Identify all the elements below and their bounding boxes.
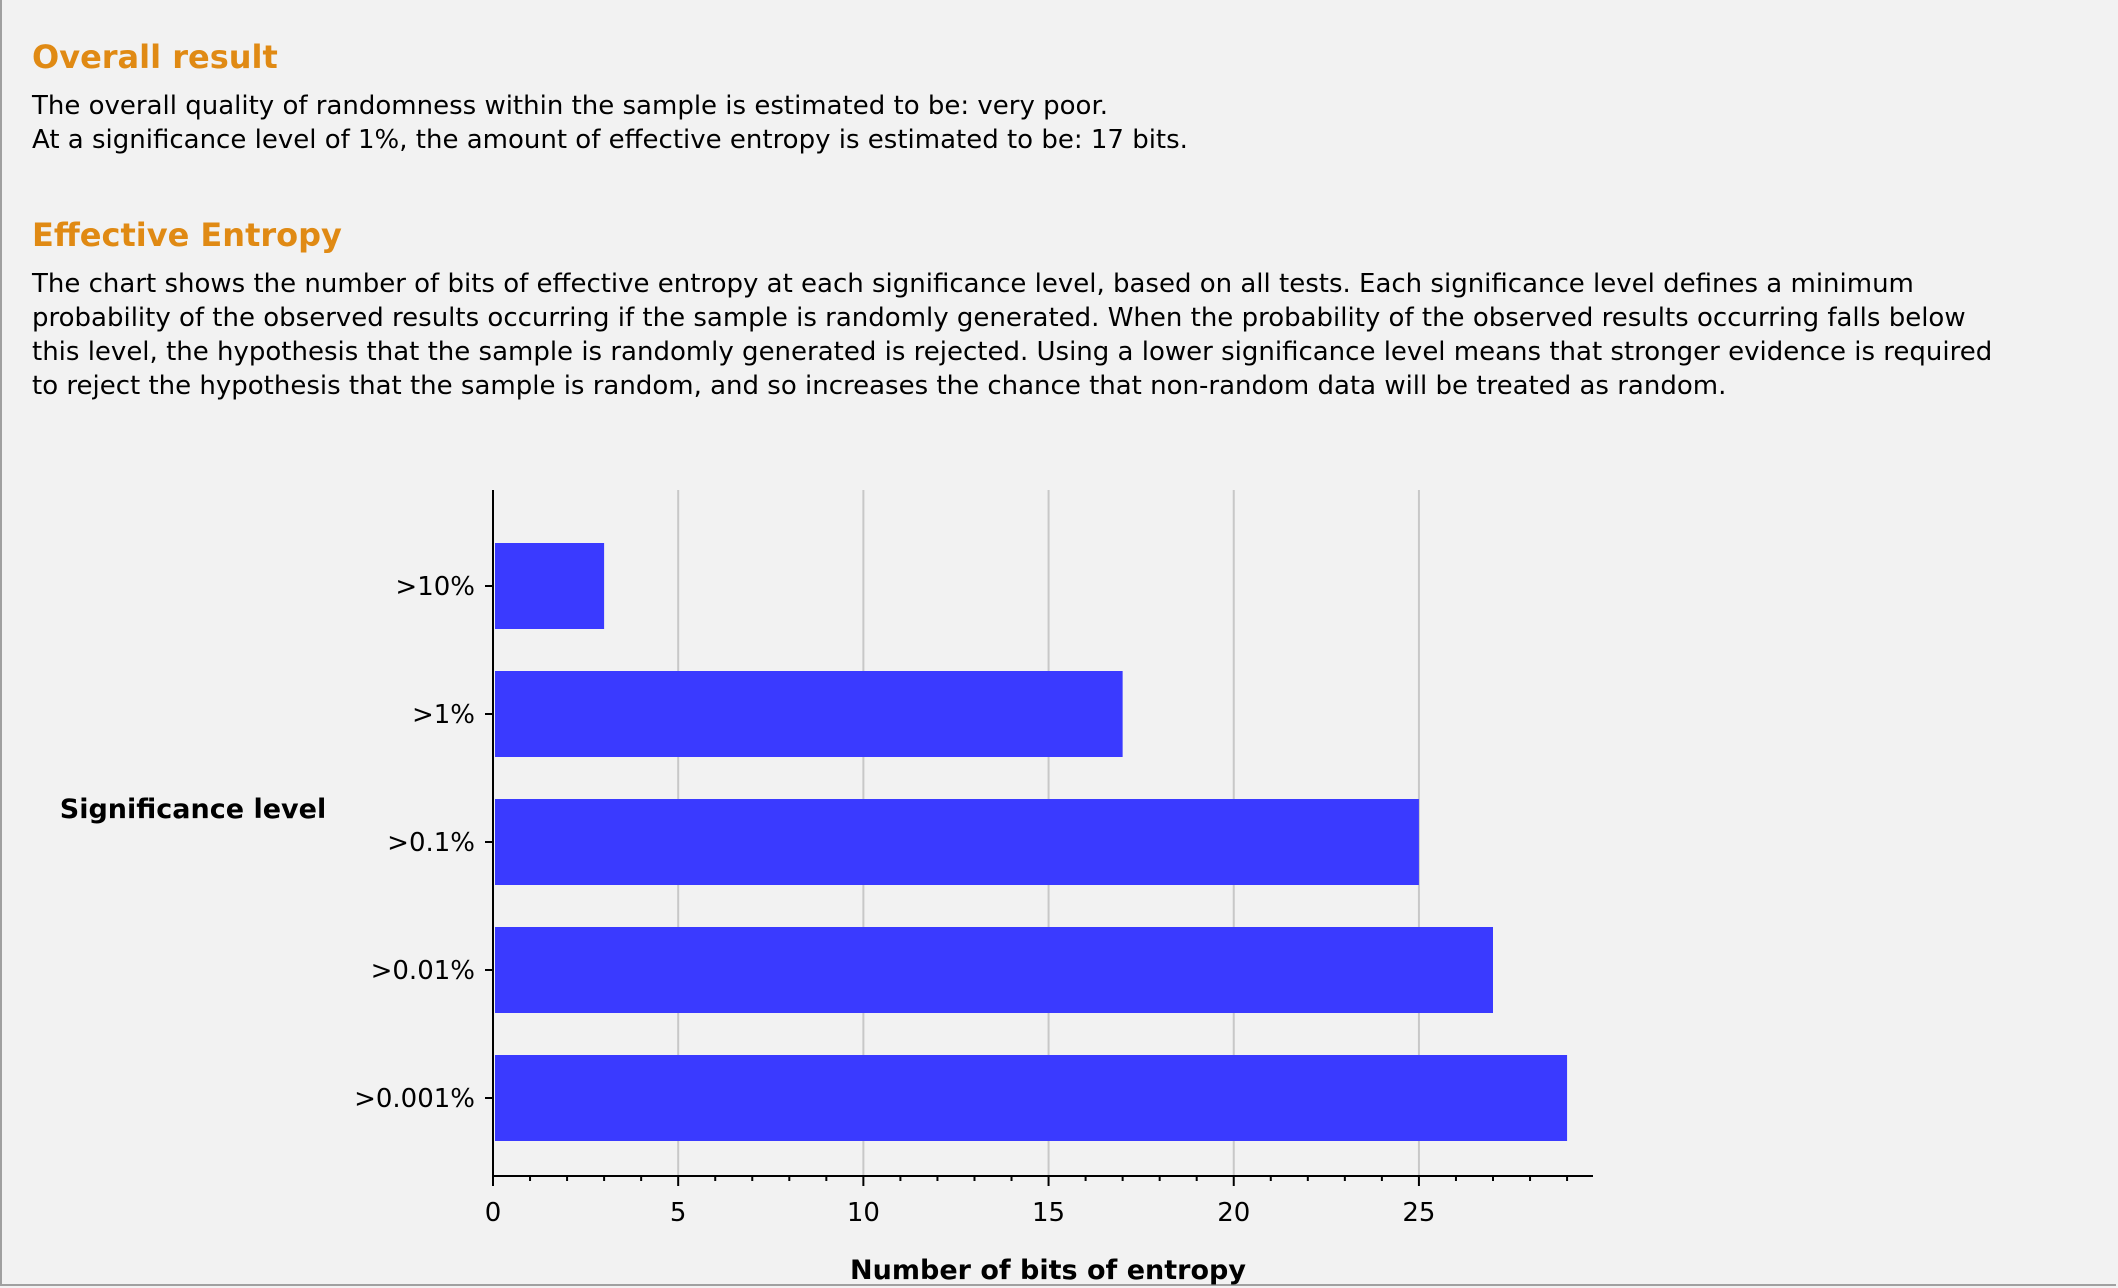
y-axis-label: Significance level [60,794,326,825]
effective-line: probability of the observed results occu… [32,303,1966,333]
y-tick-label: >0.01% [371,956,475,986]
x-tick-label: 5 [670,1198,687,1228]
x-tick-label: 0 [485,1198,502,1228]
bar [495,799,1419,885]
x-tick-label: 20 [1217,1198,1250,1228]
effective-entropy-title: Effective Entropy [32,216,342,254]
effective-line: this level, the hypothesis that the samp… [32,337,1993,367]
overall-line: The overall quality of randomness within… [32,91,1109,121]
overall-result-title: Overall result [32,38,278,76]
effective-line: The chart shows the number of bits of ef… [32,269,1914,299]
y-tick-label: >1% [412,700,475,730]
x-tick-label: 25 [1402,1198,1435,1228]
effective-entropy-text: The chart shows the number of bits of ef… [32,267,1992,403]
bar [495,543,605,629]
x-tick-label: 10 [847,1198,880,1228]
x-axis-label: Number of bits of entropy [850,1255,1246,1286]
x-tick-label: 15 [1032,1198,1065,1228]
y-tick-label: >0.001% [354,1084,475,1114]
y-tick-label: >0.1% [387,828,475,858]
bar [495,927,1493,1013]
overall-result-text: The overall quality of randomness within… [32,89,1188,157]
effective-line: to reject the hypothesis that the sample… [32,371,1727,401]
overall-line: At a significance level of 1%, the amoun… [32,125,1188,155]
bar [495,671,1123,757]
y-tick-label: >10% [395,572,475,602]
bar [495,1055,1568,1141]
